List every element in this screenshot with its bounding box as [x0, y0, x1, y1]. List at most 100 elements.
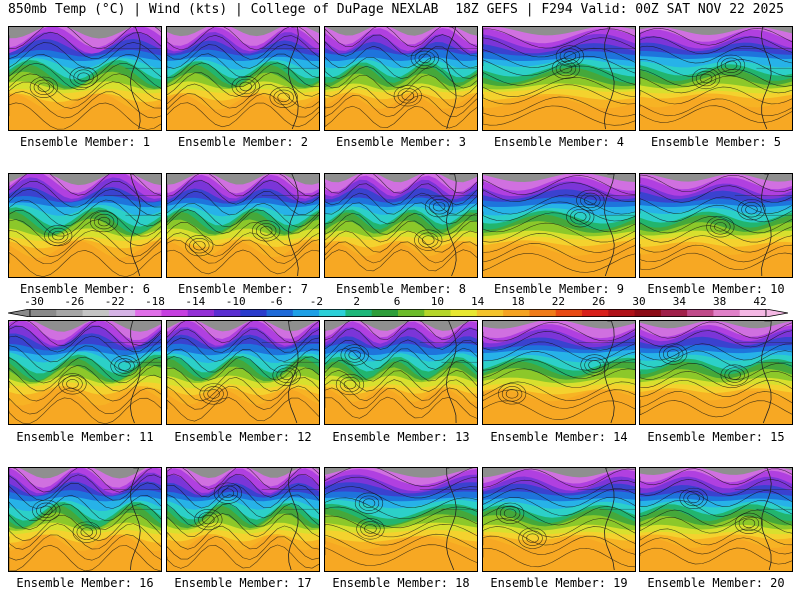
colorbar-segment	[555, 309, 583, 317]
colorbar-segment	[82, 309, 110, 317]
ensemble-member-label: Ensemble Member: 11	[16, 430, 154, 444]
colorbar-tick-label: 14	[471, 295, 485, 308]
temperature-field	[167, 468, 319, 571]
colorbar-segment	[398, 309, 425, 317]
temperature-field	[483, 27, 635, 130]
ensemble-member-map	[166, 467, 320, 572]
temperature-field	[9, 321, 161, 424]
temperature-field	[483, 321, 635, 424]
ensemble-member-label: Ensemble Member: 18	[332, 576, 470, 590]
colorbar-segment	[135, 309, 162, 317]
ensemble-member-map	[639, 320, 793, 425]
ensemble-member-map	[482, 467, 636, 572]
ensemble-member-map	[324, 467, 478, 572]
ensemble-member-map	[324, 320, 478, 425]
ensemble-member-map	[166, 26, 320, 131]
colorbar-tick-label: 6	[393, 295, 401, 308]
temperature-field	[167, 321, 319, 424]
ensemble-member-map	[166, 320, 320, 425]
temperature-field	[9, 174, 161, 277]
ensemble-member-label: Ensemble Member: 8	[335, 282, 467, 296]
ensemble-member-map	[639, 173, 793, 278]
ensemble-member-map	[324, 173, 478, 278]
colorbar-segment	[292, 309, 320, 317]
colorbar-tick-label: 42	[753, 295, 767, 308]
colorbar-tick-label: 38	[713, 295, 727, 308]
ensemble-member-map	[324, 26, 478, 131]
colorbar-segment	[345, 309, 373, 317]
colorbar-segment	[240, 309, 268, 317]
ensemble-member-label: Ensemble Member: 2	[177, 135, 309, 149]
ensemble-member-map	[482, 320, 636, 425]
temperature-field	[325, 27, 477, 130]
colorbar-segment	[187, 309, 215, 317]
colorbar-left-arrow	[8, 309, 31, 317]
ensemble-member-label: Ensemble Member: 10	[647, 282, 785, 296]
ensemble-member-label: Ensemble Member: 15	[647, 430, 785, 444]
colorbar-tick-label: 34	[672, 295, 686, 308]
colorbar-segment	[450, 309, 478, 317]
temperature-field	[640, 321, 792, 424]
ensemble-member-map	[482, 26, 636, 131]
ensemble-member-map	[639, 26, 793, 131]
temperature-field	[483, 468, 635, 571]
colorbar-segment	[56, 309, 84, 317]
colorbar-segment	[476, 309, 504, 317]
colorbar-tick-label: 22	[551, 295, 565, 308]
temperature-field	[325, 174, 477, 277]
colorbar-tick-label: -22	[104, 295, 125, 308]
temperature-field	[325, 321, 477, 424]
colorbar-tick-label: 18	[511, 295, 525, 308]
colorbar-segment	[319, 309, 346, 317]
ensemble-member-label: Ensemble Member: 19	[490, 576, 628, 590]
ensemble-member-label: Ensemble Member: 14	[490, 430, 628, 444]
ensemble-member-map	[8, 320, 162, 425]
colorbar-tick-label: -14	[185, 295, 206, 308]
colorbar-segment	[687, 309, 714, 317]
ensemble-member-map	[8, 26, 162, 131]
ensemble-member-map	[482, 173, 636, 278]
colorbar-tick-label: 10	[430, 295, 444, 308]
ensemble-member-label: Ensemble Member: 17	[174, 576, 312, 590]
ensemble-member-label: Ensemble Member: 12	[174, 430, 312, 444]
ensemble-member-label: Ensemble Member: 9	[493, 282, 625, 296]
colorbar-segment	[424, 309, 452, 317]
ensemble-member-label: Ensemble Member: 5	[650, 135, 782, 149]
ensemble-member-label: Ensemble Member: 7	[177, 282, 309, 296]
colorbar-segment	[30, 309, 57, 317]
temperature-field	[483, 174, 635, 277]
map-title: 850mb Temp (°C) | Wind (kts) | College o…	[8, 2, 439, 17]
temperature-field	[167, 174, 319, 277]
ensemble-member-map	[8, 173, 162, 278]
colorbar-segment	[214, 309, 241, 317]
temperature-field	[325, 468, 477, 571]
colorbar-right-arrow	[765, 309, 788, 317]
ensemble-member-label: Ensemble Member: 4	[493, 135, 625, 149]
colorbar-tick-label: -26	[64, 295, 85, 308]
ensemble-member-label: Ensemble Member: 20	[647, 576, 785, 590]
ensemble-member-label: Ensemble Member: 6	[19, 282, 151, 296]
ensemble-member-label: Ensemble Member: 16	[16, 576, 154, 590]
colorbar-segment	[608, 309, 636, 317]
colorbar-tick-label: -30	[24, 295, 44, 308]
colorbar-segment	[582, 309, 609, 317]
temperature-field	[640, 27, 792, 130]
colorbar-tick-label: 30	[632, 295, 646, 308]
ensemble-member-map	[166, 173, 320, 278]
colorbar-segment	[634, 309, 662, 317]
ensemble-member-label: Ensemble Member: 3	[335, 135, 467, 149]
colorbar-tick-label: -10	[225, 295, 246, 308]
temperature-field	[9, 468, 161, 571]
colorbar-segment	[108, 309, 136, 317]
temperature-colorbar	[8, 309, 788, 317]
ensemble-member-map	[8, 467, 162, 572]
ensemble-member-label: Ensemble Member: 1	[19, 135, 151, 149]
temperature-field	[167, 27, 319, 130]
colorbar-tick-label: 26	[592, 295, 606, 308]
temperature-field	[9, 27, 161, 130]
colorbar-tick-label: -2	[309, 295, 323, 308]
colorbar-segment	[529, 309, 557, 317]
model-run-valid-time: 18Z GEFS | F294 Valid: 00Z SAT NOV 22 20…	[455, 2, 784, 17]
ensemble-member-map	[639, 467, 793, 572]
temperature-field	[640, 174, 792, 277]
